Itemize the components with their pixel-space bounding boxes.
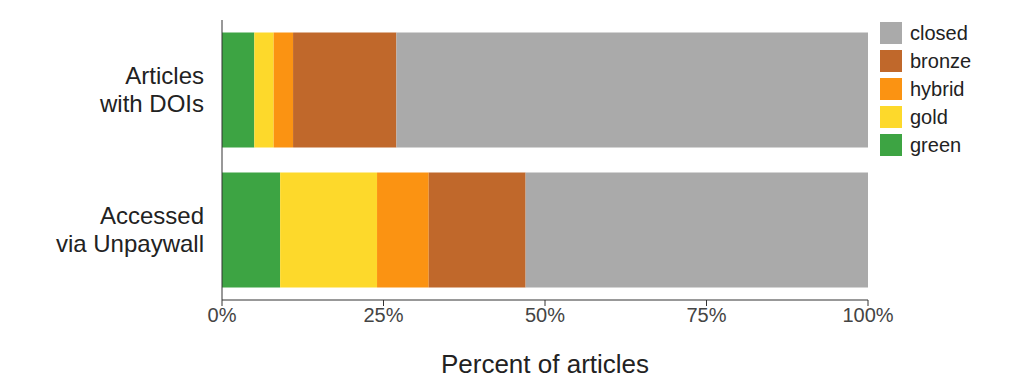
svg-text:Accessedvia Unpaywall: Accessedvia Unpaywall: [56, 202, 204, 257]
html-text:hybrid: hybrid: [910, 77, 965, 100]
html-text:gold: gold: [910, 105, 948, 128]
svg-text:Percent of articles: Percent of articles: [441, 349, 649, 375]
html-text:bronze: bronze: [910, 49, 972, 72]
svg-text:25%: 25%: [363, 304, 403, 326]
svg-text:75%: 75%: [686, 304, 726, 326]
svg-text:0%: 0%: [208, 304, 237, 326]
html-text:closed: closed: [910, 21, 968, 44]
svg-text:50%: 50%: [525, 304, 565, 326]
html-text:green: green: [910, 133, 962, 156]
svg-text:Articleswith DOIs: Articleswith DOIs: [99, 62, 204, 117]
svg-text:100%: 100%: [842, 304, 893, 326]
